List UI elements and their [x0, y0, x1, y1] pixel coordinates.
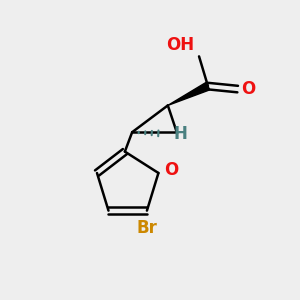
Text: Br: Br	[136, 219, 158, 237]
Text: O: O	[241, 80, 256, 98]
Text: O: O	[164, 161, 178, 179]
Text: H: H	[173, 125, 187, 143]
Text: OH: OH	[167, 36, 195, 54]
Polygon shape	[168, 82, 210, 105]
